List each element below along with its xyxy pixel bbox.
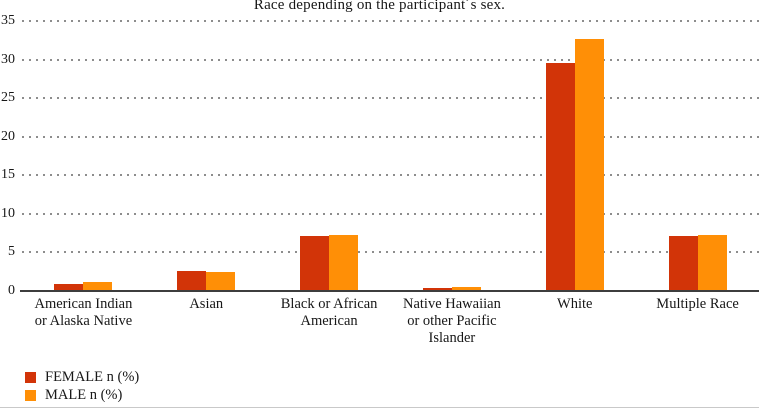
chart-title: Race depending on the participant´s sex. bbox=[253, 0, 506, 13]
legend-item-male: MALE n (%) bbox=[25, 387, 139, 404]
x-category-label: American Indian or Alaska Native bbox=[34, 296, 133, 329]
bar-female bbox=[177, 270, 207, 291]
gridline bbox=[22, 251, 759, 254]
bottom-divider-line bbox=[0, 407, 759, 408]
x-category-label: Asian bbox=[189, 296, 224, 312]
bar-male bbox=[451, 287, 481, 291]
y-axis: 0 5 10 15 20 25 30 35 bbox=[0, 13, 15, 298]
y-tick-label: 5 bbox=[8, 244, 15, 260]
y-tick-label: 0 bbox=[8, 283, 15, 298]
y-tick-label: 20 bbox=[1, 128, 15, 144]
bar-male bbox=[329, 234, 359, 291]
bar-female bbox=[545, 62, 575, 291]
gridline bbox=[22, 135, 759, 138]
y-tick-label: 25 bbox=[1, 90, 15, 106]
y-tick-label: 30 bbox=[1, 51, 15, 67]
bar-female bbox=[300, 236, 330, 291]
y-tick-label: 35 bbox=[1, 13, 15, 28]
gridline bbox=[22, 212, 759, 215]
male-series-swatch bbox=[25, 390, 36, 401]
legend-label-male: MALE n (%) bbox=[45, 387, 123, 403]
gridline bbox=[22, 174, 759, 177]
gridline bbox=[22, 58, 759, 61]
y-tick-label: 10 bbox=[1, 205, 15, 221]
y-tick-label: 15 bbox=[1, 167, 15, 183]
x-axis-line bbox=[20, 290, 759, 292]
bar-male bbox=[206, 271, 236, 291]
x-axis: American Indian or Alaska Native Asian Bla… bbox=[22, 296, 759, 354]
bar-male bbox=[697, 234, 727, 291]
x-category-label: Black or African American bbox=[280, 296, 378, 329]
chart-legend: FEMALE n (%) MALE n (%) bbox=[25, 369, 139, 405]
x-category-label: White bbox=[557, 296, 593, 312]
legend-item-female: FEMALE n (%) bbox=[25, 369, 139, 386]
gridline bbox=[22, 97, 759, 100]
x-category-label: Multiple Race bbox=[656, 296, 739, 312]
gridline bbox=[22, 20, 759, 22]
bar-male bbox=[83, 281, 113, 291]
x-category-label: Native Hawaiian or other Pacific Islande… bbox=[402, 296, 501, 346]
legend-label-female: FEMALE n (%) bbox=[45, 369, 140, 385]
female-series-swatch bbox=[25, 372, 36, 383]
plot-area bbox=[22, 20, 759, 291]
bar-female bbox=[422, 287, 452, 291]
bar-female bbox=[668, 236, 698, 291]
bar-male bbox=[574, 38, 604, 291]
bar-female bbox=[54, 284, 84, 291]
